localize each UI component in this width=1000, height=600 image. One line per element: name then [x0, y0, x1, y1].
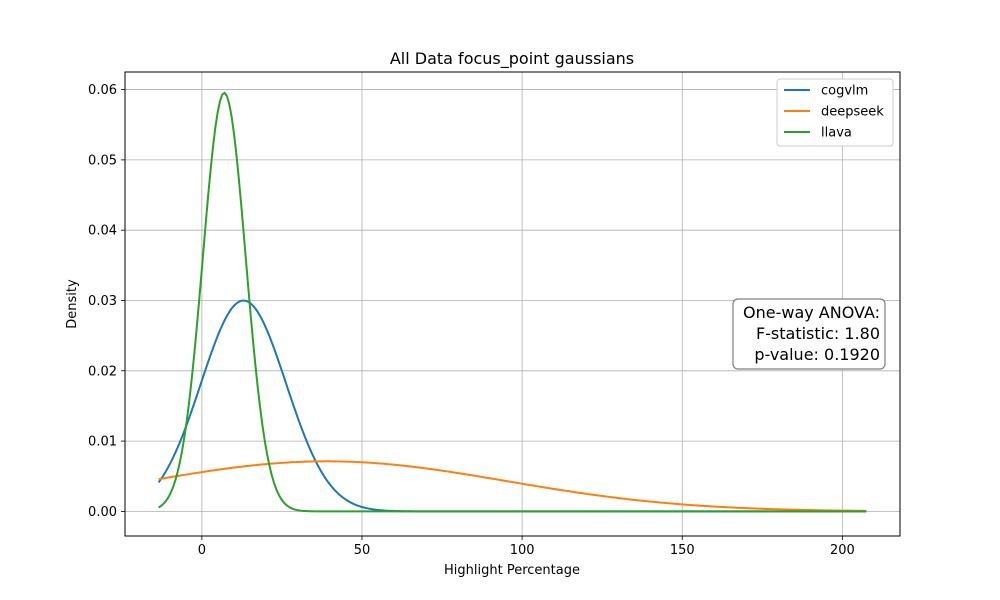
- y-axis-label: Density: [65, 279, 80, 329]
- series-line-llava: [158, 91, 867, 513]
- y-tick-label: 0.01: [88, 435, 117, 450]
- x-tick-label: 100: [510, 543, 535, 558]
- axis-ticks: 0 50 100 150 200 0.00 0.01 0.02 0.03 0.04 0.05 0.06: [88, 83, 855, 558]
- y-tick-label: 0.00: [88, 505, 117, 520]
- x-tick-label: 50: [354, 543, 371, 558]
- annotation-box: [732, 298, 886, 370]
- x-tick-label: 0: [198, 543, 206, 558]
- y-tick-label: 0.06: [88, 83, 117, 98]
- legend: cogvlm deepseek llava: [776, 78, 894, 147]
- y-tick-label: 0.05: [88, 153, 117, 168]
- x-tick-label: 200: [830, 543, 855, 558]
- legend-label-deepseek: deepseek: [821, 105, 884, 120]
- legend-box: [776, 78, 894, 147]
- y-tick-label: 0.02: [88, 364, 117, 379]
- chart-title: All Data focus_point gaussians: [390, 49, 634, 69]
- annotation-line-3: p-value: 0.1920: [754, 345, 880, 364]
- series-line-deepseek: [158, 460, 867, 512]
- annotation-line-2: F-statistic: 1.80: [756, 324, 880, 343]
- legend-label-cogvlm: cogvlm: [821, 84, 868, 99]
- x-axis-label: Highlight Percentage: [444, 563, 580, 578]
- legend-label-llava: llava: [821, 126, 852, 141]
- x-tick-label: 150: [670, 543, 695, 558]
- y-tick-label: 0.03: [88, 294, 117, 309]
- series-lines: [157, 91, 867, 513]
- y-tick-label: 0.04: [88, 224, 117, 239]
- plot-frame: [124, 71, 901, 537]
- annotation-line-1: One-way ANOVA:: [743, 303, 880, 322]
- anova-annotation: One-way ANOVA: F-statistic: 1.80 p-value…: [732, 298, 886, 370]
